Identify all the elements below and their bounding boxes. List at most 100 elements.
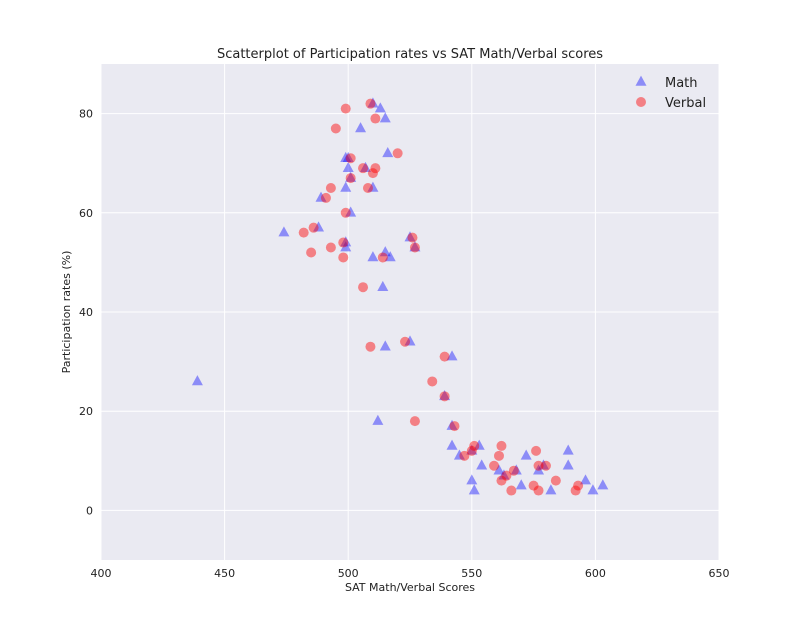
verbal-point [370,163,381,174]
verbal-point [338,252,349,263]
verbal-point [501,470,512,481]
math-point [498,469,510,480]
y-tick-label: 60 [79,207,93,220]
x-tick-label: 650 [709,567,730,580]
verbal-point [306,247,317,258]
math-point [439,389,451,401]
math-point [468,484,480,495]
verbal-point [459,450,470,461]
verbal-point [496,440,507,451]
math-point [580,474,592,485]
verbal-point [466,445,477,456]
tick-labels: 400 450 500 550 600 650 0 20 40 60 80 [79,108,730,580]
math-point [545,484,557,495]
verbal-point [308,222,319,233]
data-points [191,97,609,496]
math-point [466,474,478,485]
verbal-point [330,123,341,134]
verbal-point [550,475,561,486]
verbal-point [489,460,500,471]
verbal-point [506,485,517,496]
y-tick-label: 20 [79,405,93,418]
math-point [367,97,379,108]
math-point [345,206,357,217]
verbal-point [449,421,460,432]
verbal-point [531,445,542,456]
verbal-point [377,252,388,263]
math-point [313,221,325,232]
verbal-point [370,113,381,124]
math-point [562,459,574,470]
math-point [340,151,352,163]
verbal-point [573,480,584,491]
grid-lines [100,64,720,560]
math-point [374,102,386,113]
math-point [493,464,505,475]
math-point [191,375,203,386]
math-point [340,236,352,247]
math-point [372,414,384,425]
verbal-legend-marker [636,97,646,107]
math-point [473,439,485,450]
math-legend-marker [635,75,647,86]
verbal-point [365,341,376,352]
math-point [345,171,357,182]
verbal-point [298,227,309,238]
verbal-point [362,183,373,193]
verbal-point [400,336,411,347]
math-point [409,241,421,252]
y-axis-label: Participation rates (%) [60,251,73,374]
math-point [340,241,352,252]
math-point [360,161,372,172]
math-point [342,161,354,172]
verbal-point [528,480,539,491]
verbal-point [427,376,438,387]
math-point [404,335,416,346]
verbal-point [338,237,349,248]
verbal-point [407,232,418,243]
math-point [278,226,290,237]
math-point [377,280,389,291]
y-tick-label: 80 [79,108,93,121]
x-tick-label: 450 [214,567,235,580]
math-point [379,112,391,123]
math-point [520,449,532,460]
math-point [446,350,458,361]
verbal-point [345,173,356,184]
verbal-point [392,148,403,159]
math-point [562,444,574,455]
verbal-point [345,153,356,164]
math-point [340,181,352,192]
math-point [597,479,609,490]
verbal-point [409,416,420,427]
math-point [404,231,416,242]
math-point [315,191,327,202]
verbal-point [340,103,351,114]
verbal-point [540,460,551,471]
math-legend-label: Math [665,76,698,91]
x-tick-label: 400 [91,567,112,580]
math-point [379,246,391,257]
math-point [537,459,549,470]
verbal-point [325,242,336,253]
verbal-point [340,207,351,218]
verbal-point [365,98,376,109]
x-tick-label: 500 [338,567,359,580]
math-point [466,444,478,455]
verbal-point [533,485,544,496]
verbal-point [469,440,480,451]
math-point [367,251,379,262]
x-axis-label: SAT Math/Verbal Scores [345,581,475,594]
math-point [587,484,599,495]
x-tick-label: 600 [585,567,606,580]
math-point [355,122,367,133]
verbal-point [508,465,519,476]
verbal-point [409,242,420,253]
verbal-point [533,460,544,471]
verbal-point [570,485,581,496]
math-point [453,449,465,460]
verbal-point [496,475,507,486]
math-point [342,151,354,163]
y-tick-label: 40 [79,306,93,319]
math-point [533,464,545,475]
